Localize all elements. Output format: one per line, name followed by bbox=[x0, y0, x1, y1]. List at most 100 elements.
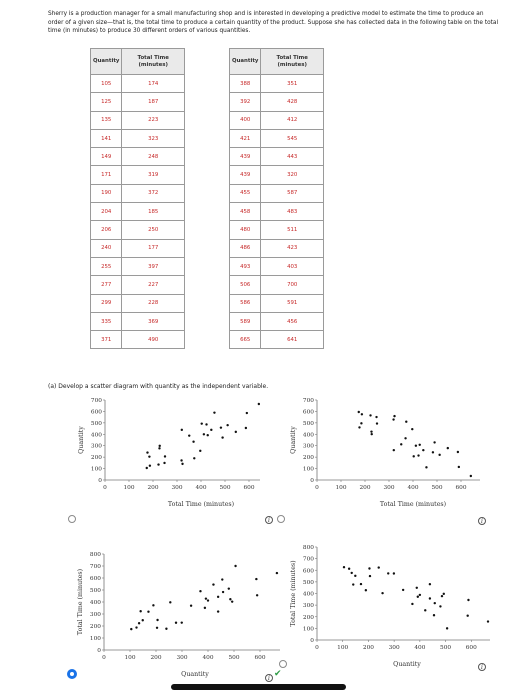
x-tick-label: 400 bbox=[407, 485, 418, 491]
y-tick-label: 200 bbox=[303, 455, 314, 461]
home-indicator bbox=[171, 684, 346, 690]
question-a: (a) Develop a scatter diagram with quant… bbox=[48, 383, 268, 390]
quantity-cell: 240 bbox=[91, 239, 122, 257]
scatter-point bbox=[441, 595, 443, 597]
quantity-cell: 506 bbox=[230, 276, 261, 294]
scatter-point bbox=[348, 568, 350, 570]
scatter-point bbox=[156, 619, 158, 621]
total-time-cell: 428 bbox=[261, 93, 324, 111]
x-tick-label: 100 bbox=[335, 485, 346, 491]
scatter-point bbox=[361, 413, 363, 415]
scatter-point bbox=[146, 467, 148, 469]
radio-option-3[interactable] bbox=[279, 660, 287, 668]
total-time-cell: 323 bbox=[122, 129, 185, 147]
scatter-point bbox=[405, 421, 407, 423]
scatter-point bbox=[358, 411, 360, 413]
total-time-cell: 320 bbox=[261, 166, 324, 184]
quantity-cell: 392 bbox=[230, 93, 261, 111]
y-tick-label: 300 bbox=[303, 444, 314, 450]
y-tick-label: 100 bbox=[303, 467, 314, 473]
x-tick-label: 300 bbox=[171, 485, 182, 491]
quantity-cell: 486 bbox=[230, 239, 261, 257]
y-tick-label: 400 bbox=[303, 592, 314, 598]
y-tick-label: 0 bbox=[310, 478, 314, 484]
quantity-cell: 135 bbox=[91, 111, 122, 129]
table-row: 421 545 bbox=[230, 129, 324, 147]
x-tick-label: 0 bbox=[103, 485, 107, 491]
radio-option-4-selected[interactable] bbox=[67, 669, 77, 679]
scatter-point bbox=[165, 628, 167, 630]
quantity-cell: 255 bbox=[91, 257, 122, 275]
scatter-point bbox=[365, 589, 367, 591]
quantity-cell: 480 bbox=[230, 221, 261, 239]
scatter-point bbox=[375, 416, 377, 418]
scatter-option-1: 0 100 200 300 400 500 600 700 0 100 200 300 400 500 60… bbox=[60, 393, 260, 528]
scatter-point bbox=[235, 431, 237, 433]
scatter-point bbox=[149, 465, 151, 467]
table-row: 586 591 bbox=[230, 294, 324, 312]
scatter-point bbox=[352, 583, 354, 585]
scatter-point bbox=[351, 572, 353, 574]
table-row: 589 456 bbox=[230, 312, 324, 330]
scatter-point bbox=[213, 411, 215, 413]
radio-option-1[interactable] bbox=[68, 515, 76, 523]
scatter-point bbox=[199, 590, 201, 592]
scatter-point bbox=[425, 466, 427, 468]
x-tick-label: 0 bbox=[315, 645, 319, 651]
scatter-point bbox=[371, 433, 373, 435]
quantity-cell: 586 bbox=[230, 294, 261, 312]
scatter-point bbox=[369, 575, 371, 577]
scatter-point bbox=[424, 609, 426, 611]
table-row: 105 174 bbox=[91, 75, 185, 93]
scatter-point bbox=[404, 437, 406, 439]
table-row: 141 323 bbox=[91, 129, 185, 147]
info-icon[interactable]: i bbox=[478, 517, 486, 525]
quantity-cell: 277 bbox=[91, 276, 122, 294]
y-tick-label: 700 bbox=[91, 398, 102, 404]
scatter-point bbox=[204, 607, 206, 609]
radio-option-2[interactable] bbox=[277, 515, 285, 523]
info-icon[interactable]: i bbox=[478, 663, 486, 671]
scatter-point bbox=[228, 587, 230, 589]
scatter-point bbox=[443, 593, 445, 595]
y-tick-label: 700 bbox=[303, 398, 314, 404]
total-time-cell: 248 bbox=[122, 148, 185, 166]
total-time-cell: 490 bbox=[122, 331, 185, 349]
scatter-point bbox=[467, 599, 469, 601]
scatter-point bbox=[135, 626, 137, 628]
x-tick-label: 400 bbox=[202, 655, 213, 661]
scatter-point bbox=[255, 578, 257, 580]
y-tick-label: 700 bbox=[90, 564, 101, 570]
y-tick-label: 100 bbox=[303, 626, 314, 632]
info-icon[interactable]: i bbox=[265, 516, 273, 524]
table-row: 493 403 bbox=[230, 257, 324, 275]
y-tick-label: 100 bbox=[91, 467, 102, 473]
scatter-point bbox=[148, 455, 150, 457]
x-tick-label: 600 bbox=[455, 485, 466, 491]
total-time-cell: 403 bbox=[261, 257, 324, 275]
scatter-point bbox=[169, 601, 171, 603]
y-tick-label: 800 bbox=[90, 552, 101, 558]
table-row: 204 185 bbox=[91, 203, 185, 221]
scatter-point bbox=[164, 455, 166, 457]
scatter-point bbox=[358, 426, 360, 428]
quantity-cell: 458 bbox=[230, 203, 261, 221]
scatter-point bbox=[417, 596, 419, 598]
y-tick-label: 0 bbox=[97, 648, 101, 654]
x-tick-label: 200 bbox=[147, 485, 158, 491]
info-icon[interactable]: i bbox=[265, 674, 273, 682]
scatter-point bbox=[360, 422, 362, 424]
scatter-point bbox=[181, 463, 183, 465]
table-row: 439 320 bbox=[230, 166, 324, 184]
table-row: 190 372 bbox=[91, 184, 185, 202]
y-tick-label: 400 bbox=[90, 600, 101, 606]
y-tick-label: 600 bbox=[303, 409, 314, 415]
x-tick-label: 100 bbox=[337, 645, 348, 651]
quantity-cell: 371 bbox=[91, 331, 122, 349]
quantity-cell: 439 bbox=[230, 166, 261, 184]
y-tick-label: 700 bbox=[303, 557, 314, 563]
scatter-point bbox=[411, 428, 413, 430]
quantity-cell: 171 bbox=[91, 166, 122, 184]
quantity-cell: 400 bbox=[230, 111, 261, 129]
scatter-point bbox=[439, 605, 441, 607]
